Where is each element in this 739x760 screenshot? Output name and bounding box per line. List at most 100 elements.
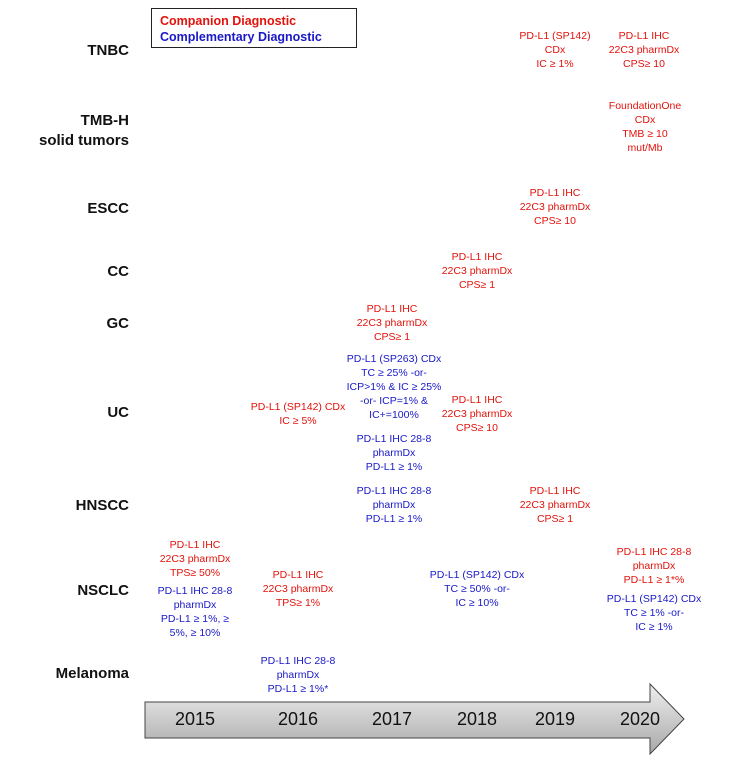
entry-line: PD-L1 (SP142) CDx xyxy=(429,569,525,581)
entry-line: IC ≥ 1% xyxy=(635,621,673,633)
entry-line: PD-L1 (SP142) xyxy=(519,30,591,42)
entry-line: CPS≥ 1 xyxy=(536,513,574,525)
entry-line: pharmDx xyxy=(276,669,320,681)
entry-nsclc-2015-288: PD-L1 IHC 28-8 pharmDx PD-L1 ≥ 1%, ≥ 5%, ≥ … xyxy=(158,584,233,640)
entry-line: pharmDx xyxy=(372,499,416,511)
row-label-tmbh-line2: solid tumors xyxy=(38,132,129,149)
entry-nsclc-2020-sp142: PD-L1 (SP142) CDx TC ≥ 1% -or- IC ≥ 1% xyxy=(607,592,702,634)
entry-line: CDx xyxy=(544,44,566,56)
entry-line: PD-L1 IHC 28-8 xyxy=(157,585,233,597)
year-2019: 2019 xyxy=(534,709,576,729)
legend-box: Companion Diagnostic Complementary Diagn… xyxy=(151,8,357,48)
entry-line: PD-L1 IHC xyxy=(529,485,581,497)
entry-line: IC+=100% xyxy=(369,409,419,421)
entry-line: PD-L1 ≥ 1%* xyxy=(267,683,329,695)
year-2017: 2017 xyxy=(371,709,413,729)
row-label-escc: ESCC xyxy=(87,200,129,217)
entry-tnbc-2020: PD-L1 IHC 22C3 pharmDx CPS≥ 10 xyxy=(609,29,680,71)
entry-line: PD-L1 IHC xyxy=(451,251,503,263)
entry-line: PD-L1 IHC xyxy=(272,569,324,581)
entry-hnscc-2019: PD-L1 IHC 22C3 pharmDx CPS≥ 1 xyxy=(520,484,591,526)
entry-line: TC ≥ 50% -or- xyxy=(444,583,510,595)
entry-line: TC ≥ 25% -or- xyxy=(361,367,427,379)
entry-hnscc-2017: PD-L1 IHC 28-8 pharmDx PD-L1 ≥ 1% xyxy=(357,484,432,526)
year-2020: 2020 xyxy=(619,709,661,729)
entry-line: TMB ≥ 10 xyxy=(622,128,668,140)
row-label-nsclc: NSCLC xyxy=(77,582,129,599)
entry-line: CPS≥ 10 xyxy=(623,58,665,70)
entry-line: PD-L1 ≥ 1%, ≥ xyxy=(160,613,230,625)
entry-line: IC ≥ 10% xyxy=(455,597,499,609)
entry-line: pharmDx xyxy=(632,560,676,572)
entry-line: -or- ICP=1% & xyxy=(360,395,428,407)
entry-uc-2018: PD-L1 IHC 22C3 pharmDx CPS≥ 10 xyxy=(442,393,513,435)
entry-line: 22C3 pharmDx xyxy=(262,583,334,595)
year-2018: 2018 xyxy=(456,709,498,729)
entry-line: PD-L1 IHC 28-8 xyxy=(356,433,432,445)
entry-line: FoundationOne xyxy=(608,100,682,112)
entry-line: PD-L1 IHC 28-8 xyxy=(260,655,336,667)
entry-line: 22C3 pharmDx xyxy=(608,44,680,56)
row-label-gc: GC xyxy=(106,315,130,332)
entry-line: PD-L1 ≥ 1% xyxy=(365,513,423,525)
entry-line: 22C3 pharmDx xyxy=(441,408,513,420)
entry-line: PD-L1 IHC xyxy=(366,303,418,315)
entry-tmbh-2020: FoundationOne CDx TMB ≥ 10 mut/Mb xyxy=(609,99,681,155)
entry-line: CPS≥ 1 xyxy=(458,279,496,291)
entry-nsclc-2015-22c3: PD-L1 IHC 22C3 pharmDx TPS≥ 50% xyxy=(160,538,231,580)
entry-line: PD-L1 IHC xyxy=(169,539,221,551)
entry-line: CPS≥ 1 xyxy=(373,331,411,343)
entry-uc-2016: PD-L1 (SP142) CDx IC ≥ 5% xyxy=(251,400,346,428)
row-label-melanoma: Melanoma xyxy=(55,665,129,682)
entry-line: PD-L1 IHC xyxy=(618,30,670,42)
entry-line: IC ≥ 1% xyxy=(536,58,574,70)
entry-line: TPS≥ 50% xyxy=(169,567,221,579)
entry-line: PD-L1 IHC xyxy=(529,187,581,199)
entry-line: ICP>1% & IC ≥ 25% xyxy=(346,381,442,393)
entry-line: 5%, ≥ 10% xyxy=(169,627,221,639)
entry-line: PD-L1 IHC 28-8 xyxy=(616,546,692,558)
entry-line: TC ≥ 1% -or- xyxy=(623,607,685,619)
entry-melanoma-2016: PD-L1 IHC 28-8 pharmDx PD-L1 ≥ 1%* xyxy=(261,654,336,696)
entry-gc-2017: PD-L1 IHC 22C3 pharmDx CPS≥ 1 xyxy=(357,302,428,344)
entry-nsclc-2020-288: PD-L1 IHC 28-8 pharmDx PD-L1 ≥ 1*% xyxy=(617,545,692,587)
entry-escc-2019: PD-L1 IHC 22C3 pharmDx CPS≥ 10 xyxy=(520,186,591,228)
row-label-tmbh-line1: TMB-H xyxy=(80,112,129,129)
row-label-cc: CC xyxy=(107,263,129,280)
timeline-arrow-shape xyxy=(144,682,685,756)
entry-line: 22C3 pharmDx xyxy=(519,201,591,213)
year-2016: 2016 xyxy=(277,709,319,729)
legend-companion: Companion Diagnostic xyxy=(160,14,297,28)
entry-line: CPS≥ 10 xyxy=(534,215,576,227)
row-label-uc: UC xyxy=(107,404,129,421)
entry-nsclc-2016: PD-L1 IHC 22C3 pharmDx TPS≥ 1% xyxy=(263,568,334,610)
entry-line: PD-L1 IHC xyxy=(451,394,503,406)
entry-nsclc-2018: PD-L1 (SP142) CDx TC ≥ 50% -or- IC ≥ 10% xyxy=(430,568,525,610)
entry-line: mut/Mb xyxy=(627,142,663,154)
entry-line: 22C3 pharmDx xyxy=(519,499,591,511)
entry-line: 22C3 pharmDx xyxy=(159,553,231,565)
entry-line: pharmDx xyxy=(173,599,217,611)
entry-line: CPS≥ 10 xyxy=(456,422,498,434)
entry-line: IC ≥ 5% xyxy=(279,415,317,427)
entry-line: PD-L1 ≥ 1% xyxy=(365,461,423,473)
year-2015: 2015 xyxy=(174,709,216,729)
entry-line: pharmDx xyxy=(372,447,416,459)
entry-tnbc-2019: PD-L1 (SP142) CDx IC ≥ 1% xyxy=(519,29,590,71)
entry-line: PD-L1 IHC 28-8 xyxy=(356,485,432,497)
entry-line: PD-L1 (SP263) CDx xyxy=(346,353,442,365)
entry-line: 22C3 pharmDx xyxy=(356,317,428,329)
entry-uc-2017-288: PD-L1 IHC 28-8 pharmDx PD-L1 ≥ 1% xyxy=(357,432,432,474)
entry-cc-2018: PD-L1 IHC 22C3 pharmDx CPS≥ 1 xyxy=(442,250,513,292)
entry-uc-2017-sp263: PD-L1 (SP263) CDx TC ≥ 25% -or- ICP>1% & I… xyxy=(347,352,442,422)
entry-line: PD-L1 (SP142) CDx xyxy=(606,593,702,605)
entry-line: PD-L1 (SP142) CDx xyxy=(250,401,346,413)
legend-complementary: Complementary Diagnostic xyxy=(160,30,322,44)
entry-line: TPS≥ 1% xyxy=(275,597,321,609)
entry-line: 22C3 pharmDx xyxy=(441,265,513,277)
entry-line: CDx xyxy=(634,114,656,126)
row-label-hnscc: HNSCC xyxy=(75,497,129,514)
row-label-tnbc: TNBC xyxy=(87,42,129,59)
entry-line: PD-L1 ≥ 1*% xyxy=(623,574,685,586)
